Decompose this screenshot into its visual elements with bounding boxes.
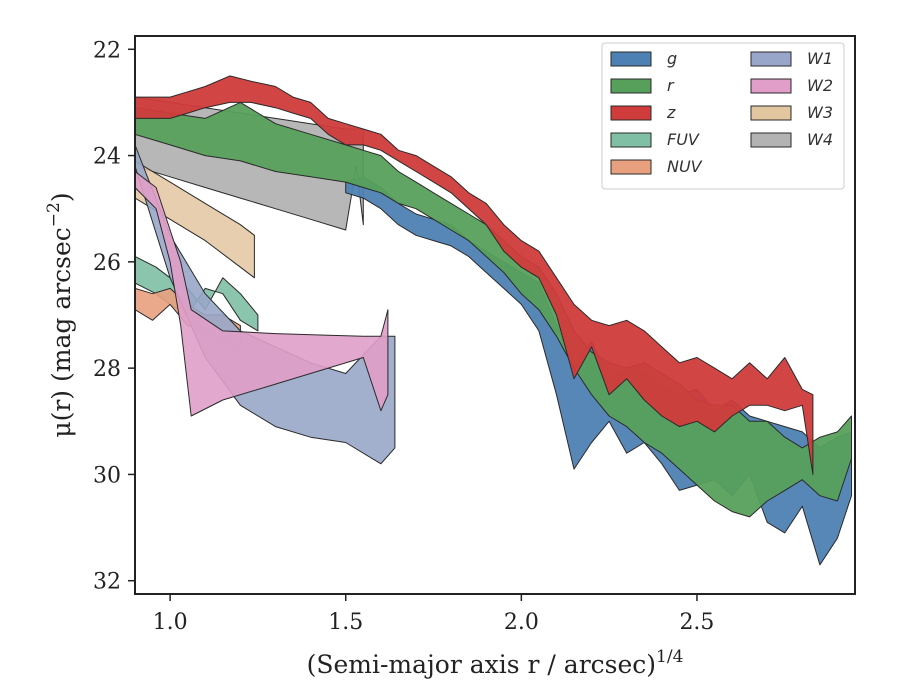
y-tick-label: 26	[93, 251, 121, 276]
legend: grz FUV NUV W1 W2 W3 W4	[601, 42, 845, 190]
legend-swatch	[610, 51, 652, 67]
y-tick-label: 30	[93, 463, 121, 488]
legend-swatch	[610, 78, 652, 94]
legend-swatch	[750, 132, 792, 148]
legend-entry-w3: W3	[750, 103, 833, 122]
band-w2	[135, 171, 389, 417]
legend-label: g	[667, 49, 677, 68]
x-axis-label: (Semi-major axis r / arcsec)1/4	[307, 647, 684, 679]
x-tick-label: 1.0	[153, 610, 188, 635]
legend-swatch	[610, 132, 652, 148]
legend-swatch	[610, 105, 652, 121]
y-tick-label: 24	[93, 145, 121, 170]
legend-label: W4	[807, 130, 833, 149]
legend-entry-nuv: NUV	[610, 157, 703, 176]
y-tick-label: 22	[93, 38, 121, 63]
x-tick-label: 2.5	[679, 610, 714, 635]
legend-label: z	[666, 103, 676, 122]
legend-label: W2	[807, 76, 833, 95]
legend-entry-z: z	[610, 103, 676, 122]
x-tick-label: 2.0	[504, 610, 539, 635]
profile-bands	[135, 75, 852, 566]
legend-label: FUV	[667, 130, 700, 149]
legend-swatch	[750, 78, 792, 94]
legend-entry-fuv: FUV	[610, 130, 700, 149]
legend-swatch	[610, 159, 652, 175]
legend-entry-r: r	[610, 76, 675, 95]
legend-swatch	[750, 105, 792, 121]
band-z	[135, 75, 814, 475]
legend-label: W3	[807, 103, 833, 122]
legend-entry-w2: W2	[750, 76, 833, 95]
legend-entry-w4: W4	[750, 130, 833, 149]
y-tick-label: 32	[93, 570, 121, 595]
legend-entry-w1: W1	[750, 49, 833, 68]
plot-frame	[134, 35, 856, 595]
y-axis-ticks: 22 24 26 28 30 32	[93, 38, 135, 595]
legend-label: r	[667, 76, 675, 95]
y-tick-label: 28	[93, 357, 121, 382]
legend-swatch	[750, 51, 792, 67]
legend-label: W1	[807, 49, 833, 68]
y-axis-label: μ(r) (mag arcsec−2)	[44, 192, 76, 437]
legend-entry-g: g	[610, 49, 677, 68]
x-tick-label: 1.5	[328, 610, 363, 635]
legend-label: NUV	[667, 157, 703, 176]
x-axis-ticks: 1.0 1.5 2.0 2.5	[153, 594, 714, 635]
